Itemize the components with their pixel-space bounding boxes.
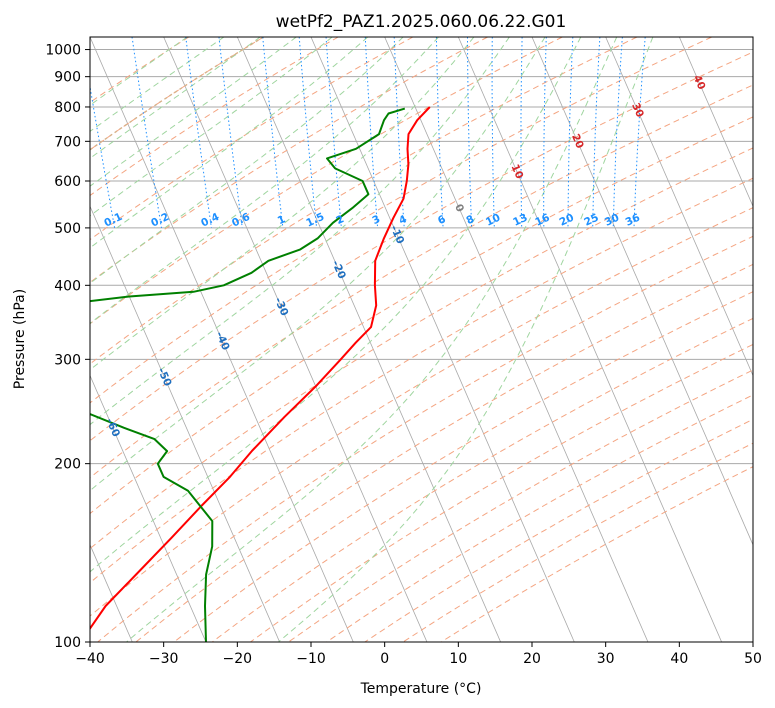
isotherm-40 bbox=[678, 37, 753, 208]
sounding-profiles bbox=[90, 106, 431, 642]
moist-adiabat--20 bbox=[90, 37, 261, 159]
isotherm-label: 0 bbox=[452, 202, 466, 213]
isotherm-10 bbox=[457, 37, 722, 642]
background-lines bbox=[90, 37, 753, 642]
moist-adiabat-10 bbox=[90, 37, 475, 371]
mixing-ratio-label: 25 bbox=[582, 212, 600, 229]
isotherm--50 bbox=[90, 205, 280, 642]
mixing-ratio-label: 1 bbox=[276, 213, 288, 227]
y-tick-label: 300 bbox=[54, 352, 81, 368]
dry-adiabat-40 bbox=[90, 37, 712, 404]
dry-adiabat-50 bbox=[90, 51, 753, 442]
isotherm-0 bbox=[384, 37, 649, 642]
dry-adiabat-20 bbox=[90, 37, 563, 325]
moist-adiabat-30 bbox=[126, 37, 618, 642]
mixing-ratio-label: 4 bbox=[397, 213, 409, 227]
mixing-ratio-label: 13 bbox=[511, 212, 529, 229]
tan-adiabat bbox=[90, 37, 264, 151]
plot-frame bbox=[89, 36, 754, 643]
dry-adiabat-160 bbox=[288, 369, 753, 642]
moist-adiabat--15 bbox=[90, 37, 297, 187]
isotherm-30 bbox=[605, 37, 753, 377]
mixing-ratio-label: 10 bbox=[484, 212, 502, 229]
isotherm--30 bbox=[163, 37, 428, 642]
dry-adiabat-80 bbox=[90, 147, 753, 550]
mixing-ratio-label: 20 bbox=[558, 212, 576, 229]
chart-title: wetPf2_PAZ1.2025.060.06.22.G01 bbox=[276, 12, 567, 32]
mixing-ratio-label: 2 bbox=[334, 213, 346, 227]
isotherm-label: 30 bbox=[629, 101, 646, 119]
y-axis-label: Pressure (hPa) bbox=[12, 289, 28, 389]
moist-adiabat--5 bbox=[90, 37, 369, 249]
dry-adiabat-70 bbox=[90, 116, 753, 515]
dry-adiabat-30 bbox=[90, 37, 638, 365]
mixing-ratio-line bbox=[218, 37, 243, 228]
mixing-ratio-line bbox=[131, 37, 162, 228]
moist-adiabat--10 bbox=[90, 37, 333, 217]
isotherm-label: 40 bbox=[691, 73, 708, 91]
x-tick-label: 30 bbox=[597, 651, 615, 667]
mixing-ratio-line bbox=[325, 37, 342, 228]
isotherm-label: 10 bbox=[509, 163, 526, 181]
y-tick-label: 900 bbox=[54, 70, 81, 86]
mixing-ratio-label: 36 bbox=[624, 212, 642, 229]
y-tick-label: 700 bbox=[54, 134, 81, 150]
x-tick-label: 10 bbox=[449, 651, 467, 667]
x-tick-label: −10 bbox=[296, 651, 326, 667]
x-tick-label: −30 bbox=[149, 651, 179, 667]
moist-adiabat--30 bbox=[90, 37, 188, 106]
x-tick-label: 20 bbox=[523, 651, 541, 667]
y-tick-label: 200 bbox=[54, 457, 81, 473]
x-tick-label: −40 bbox=[75, 651, 105, 667]
dry-adiabat-0 bbox=[90, 37, 414, 241]
y-tick-label: 600 bbox=[54, 174, 81, 190]
x-axis-label: Temperature (°C) bbox=[360, 681, 482, 697]
y-tick-label: 400 bbox=[54, 278, 81, 294]
mixing-ratio-label: 6 bbox=[436, 213, 448, 227]
dry-adiabat-140 bbox=[211, 317, 753, 642]
dry-adiabat--10 bbox=[90, 37, 339, 197]
isotherm-label: 20 bbox=[569, 132, 586, 150]
x-tick-label: −20 bbox=[223, 651, 253, 667]
isotherm--60 bbox=[90, 374, 207, 642]
dry-adiabat-90 bbox=[90, 177, 753, 584]
mixing-ratio-label: 30 bbox=[603, 212, 621, 229]
y-tick-label: 1000 bbox=[45, 43, 81, 59]
moist-adiabat-5 bbox=[90, 37, 439, 325]
moist-adiabat-35 bbox=[278, 37, 654, 642]
dry-adiabat-120 bbox=[135, 263, 753, 642]
dry-adiabat-100 bbox=[90, 207, 753, 617]
mixing-ratio-label: 8 bbox=[464, 213, 476, 227]
y-tick-label: 100 bbox=[54, 635, 81, 651]
mixing-ratio-line bbox=[262, 37, 284, 228]
dry-adiabat-170 bbox=[326, 394, 753, 642]
y-tick-label: 800 bbox=[54, 100, 81, 116]
x-tick-label: 0 bbox=[380, 651, 389, 667]
dewpoint-line bbox=[90, 107, 406, 642]
mixing-ratio-line bbox=[185, 37, 212, 228]
mixing-ratio-label: 3 bbox=[370, 213, 382, 227]
moist-adiabat-0 bbox=[90, 37, 404, 284]
axis-ticks: −40 −30 −20 −10 0 10 20 30 40 5010020030040050060… bbox=[45, 43, 762, 667]
mixing-ratio-label: 16 bbox=[533, 212, 551, 229]
y-tick-label: 500 bbox=[54, 221, 81, 237]
x-tick-label: 50 bbox=[744, 651, 762, 667]
dry-adiabat-60 bbox=[90, 84, 753, 479]
moist-adiabat-15 bbox=[90, 37, 510, 426]
isotherm--20 bbox=[236, 37, 501, 642]
x-tick-label: 40 bbox=[670, 651, 688, 667]
moist-adiabat--25 bbox=[90, 37, 225, 133]
isotherm--40 bbox=[90, 37, 354, 642]
mixing-ratio-line bbox=[298, 37, 318, 228]
isotherm-20 bbox=[531, 37, 753, 546]
dry-adiabat-130 bbox=[173, 291, 753, 642]
temperature-line bbox=[90, 106, 431, 631]
